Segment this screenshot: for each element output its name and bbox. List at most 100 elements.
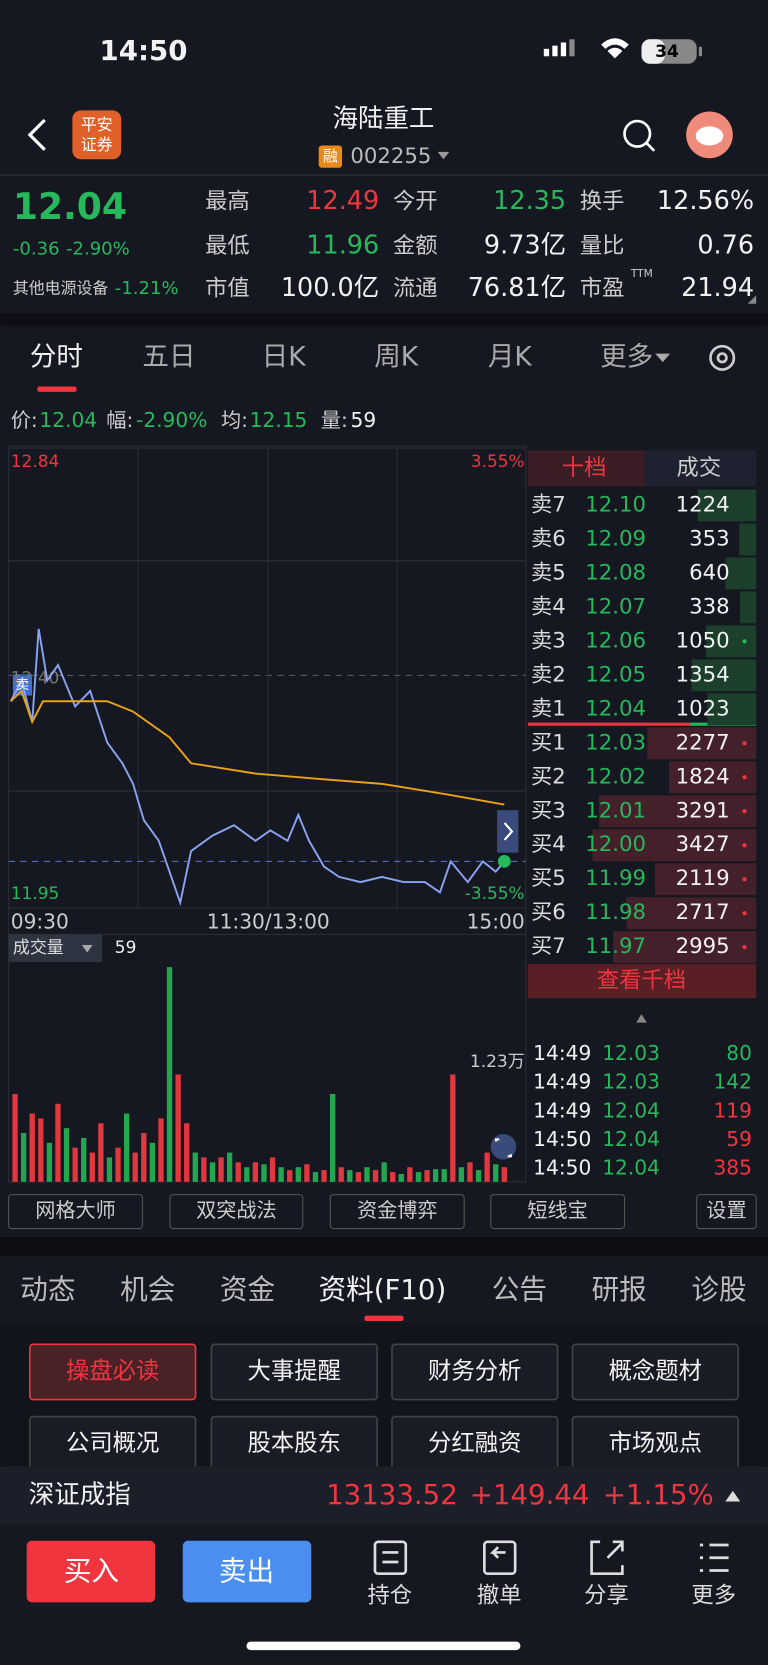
tool-label[interactable]: 设置 [706, 1198, 746, 1222]
f10-label[interactable]: 概念题材 [609, 1356, 702, 1384]
f10-label[interactable]: 分红融资 [428, 1429, 521, 1457]
book-tab-label[interactable]: 十档 [562, 455, 607, 481]
volume-bar [432, 1169, 439, 1182]
book-level: 卖2 [531, 662, 566, 687]
book-tab-active[interactable] [527, 450, 645, 487]
book-qty: 338 [689, 594, 730, 619]
book-price: 12.05 [585, 662, 646, 687]
book-qty: 2119 [676, 866, 730, 891]
x-tick-label: 15:00 [467, 909, 525, 933]
collapse-icon[interactable] [636, 1014, 647, 1023]
volume-bar [81, 1137, 87, 1182]
depth-bar [739, 523, 757, 556]
broker-logo [72, 110, 122, 160]
volume-bar [106, 1157, 113, 1182]
volume-bar [372, 1170, 379, 1182]
volume-bar [278, 1167, 284, 1182]
book-tab[interactable] [644, 450, 757, 487]
tool-button[interactable] [169, 1194, 304, 1230]
f10-button[interactable] [210, 1343, 378, 1401]
info-item: 12.04 [39, 408, 97, 432]
sell-label[interactable]: 卖出 [219, 1555, 274, 1588]
f10-label[interactable]: 公司概况 [66, 1429, 159, 1457]
chart-tab[interactable]: 周K [374, 341, 419, 372]
f10-label[interactable]: 大事提醒 [248, 1356, 341, 1384]
margin-tag [318, 145, 343, 168]
buy-label[interactable]: 买入 [64, 1555, 119, 1588]
book-price: 12.09 [585, 526, 646, 551]
tool-label[interactable]: 资金博弈 [357, 1198, 438, 1222]
y-tick-label: 12.84 [11, 452, 60, 472]
sell-button[interactable] [182, 1540, 312, 1603]
info-item: 价: [11, 408, 38, 432]
book-level: 卖5 [531, 560, 566, 585]
dropdown-icon[interactable] [437, 151, 450, 160]
book-qty: 1023 [676, 696, 730, 721]
avatar[interactable] [686, 111, 733, 159]
section-tab[interactable]: 机会 [120, 1273, 175, 1306]
f10-label[interactable]: 操盘必读 [66, 1356, 159, 1384]
volume-bar [20, 1133, 27, 1182]
f10-label[interactable]: 财务分析 [428, 1356, 521, 1384]
sector-name: 其他电源设备 [13, 278, 109, 297]
tool-label[interactable]: 网格大师 [35, 1198, 116, 1222]
toolbar-label[interactable]: 撤单 [477, 1582, 522, 1608]
fullscreen-button[interactable] [490, 1134, 517, 1160]
toolbar-label[interactable]: 更多 [691, 1582, 736, 1608]
chart-tab[interactable]: 更多 [600, 341, 653, 372]
section-tab[interactable]: 诊股 [691, 1273, 746, 1306]
f10-label[interactable]: 股本股东 [248, 1429, 341, 1457]
expand-icon[interactable] [725, 1490, 741, 1502]
trade-marker-text: 卖 [16, 677, 30, 693]
trade-time: 14:49 [533, 1070, 591, 1094]
trade-price: 12.03 [602, 1070, 660, 1094]
settings-button[interactable] [709, 344, 736, 371]
chart-tab[interactable]: 日K [262, 341, 307, 372]
chart-tab[interactable]: 月K [488, 341, 533, 372]
volume-bar [158, 1118, 164, 1182]
f10-button[interactable] [29, 1343, 197, 1401]
section-tab[interactable]: 资料(F10) [319, 1273, 447, 1306]
volume-bar [295, 1167, 301, 1182]
section-tab[interactable]: 资金 [220, 1273, 275, 1306]
chart-tab[interactable]: 分时 [30, 341, 83, 372]
volume-bar [12, 1093, 18, 1182]
dropdown-icon[interactable] [81, 945, 93, 953]
section-tab[interactable]: 公告 [492, 1273, 547, 1306]
quote-label: 最低 [205, 233, 250, 259]
f10-button[interactable] [391, 1343, 559, 1401]
volume-bar [269, 1157, 276, 1182]
f10-label[interactable]: 市场观点 [609, 1429, 702, 1457]
tool-button[interactable] [8, 1194, 143, 1230]
book-tab-label[interactable]: 成交 [677, 455, 722, 481]
section-tab[interactable]: 研报 [592, 1273, 647, 1306]
f10-button[interactable] [571, 1343, 739, 1401]
tool-label[interactable]: 短线宝 [527, 1198, 587, 1222]
ttm-mark: TTM [630, 267, 653, 280]
tool-button[interactable] [490, 1194, 626, 1230]
price-change-pct: -2.90% [66, 239, 130, 260]
toolbar-label[interactable]: 持仓 [368, 1582, 413, 1608]
volume-bar [63, 1128, 70, 1182]
more-depth-label[interactable]: 查看千档 [597, 968, 686, 994]
section-tab[interactable]: 动态 [20, 1273, 75, 1306]
more-depth-button[interactable] [527, 964, 757, 999]
fullscreen-icon [494, 1138, 512, 1158]
tool-button[interactable] [329, 1194, 465, 1230]
tool-label[interactable]: 双突战法 [196, 1198, 277, 1222]
tool-button[interactable] [696, 1194, 757, 1230]
volume-bar [381, 1162, 387, 1182]
book-level: 买2 [531, 764, 566, 789]
expand-button[interactable] [497, 810, 519, 853]
volume-title[interactable]: 成交量 [13, 938, 64, 958]
average-line [10, 689, 505, 806]
buy-button[interactable] [26, 1540, 156, 1603]
search-button[interactable] [623, 119, 656, 152]
toolbar-label[interactable]: 分享 [584, 1582, 629, 1608]
volume-bar [201, 1157, 207, 1182]
chart-tab[interactable]: 五日 [142, 341, 195, 372]
back-button[interactable] [27, 118, 46, 151]
volume-bar [475, 1170, 482, 1182]
volume-bar [132, 1152, 138, 1182]
trade-time: 14:49 [533, 1041, 591, 1065]
